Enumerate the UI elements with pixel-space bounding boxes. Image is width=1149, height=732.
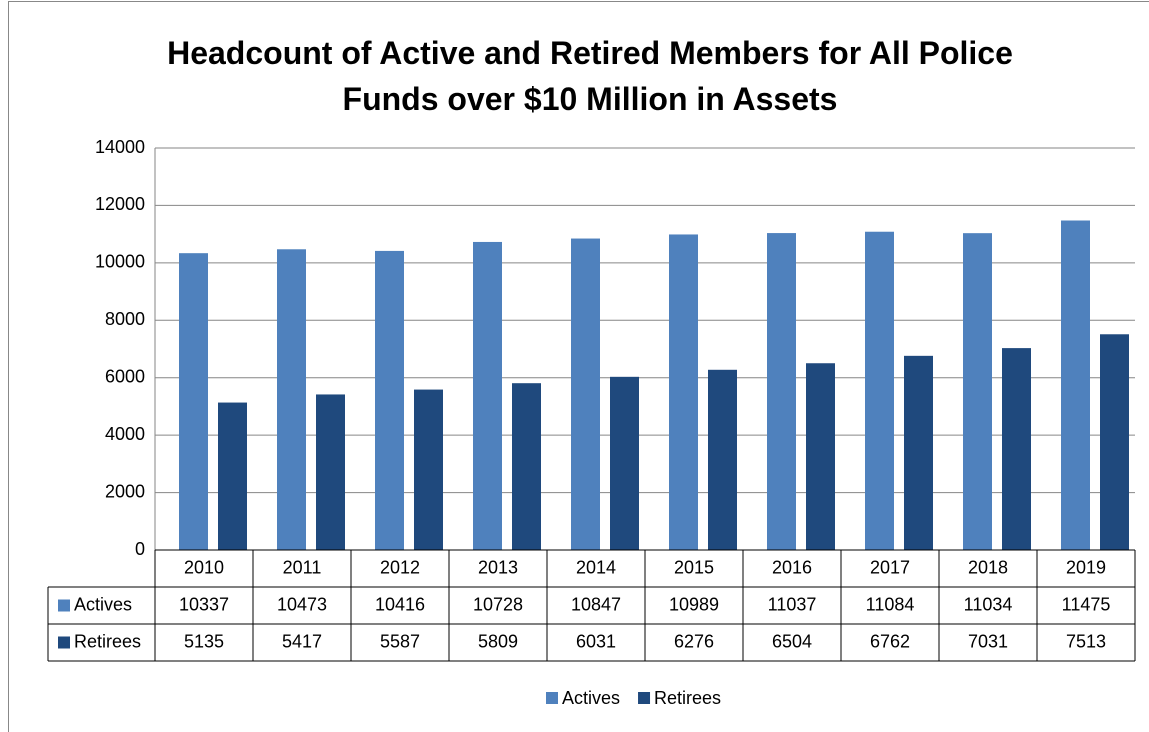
x-tick-label: 2012	[380, 557, 420, 577]
y-tick-label: 14000	[95, 137, 145, 157]
bar	[512, 383, 541, 550]
bar	[1100, 334, 1129, 550]
table-cell: 10473	[277, 594, 327, 614]
table-cell: 6276	[674, 631, 714, 651]
bar	[414, 389, 443, 550]
bar	[904, 355, 933, 550]
x-tick-label: 2019	[1066, 557, 1106, 577]
table-cell: 5135	[184, 631, 224, 651]
table-cell: 10728	[473, 594, 523, 614]
bar	[610, 376, 639, 550]
table-legend-key	[58, 599, 70, 612]
table-cell: 6504	[772, 631, 812, 651]
table-cell: 5587	[380, 631, 420, 651]
bar	[277, 249, 306, 551]
x-tick-label: 2011	[283, 557, 322, 577]
y-tick-label: 6000	[105, 366, 145, 386]
bar	[571, 238, 600, 551]
x-tick-label: 2015	[674, 557, 714, 577]
table-cell: 10337	[179, 594, 229, 614]
legend-label: Retirees	[654, 688, 721, 708]
table-cell: 11084	[866, 594, 915, 614]
table-cell: 6031	[576, 631, 616, 651]
y-tick-label: 4000	[105, 424, 145, 444]
table-cell: 6762	[870, 631, 910, 651]
bar	[767, 233, 796, 550]
x-tick-label: 2016	[772, 557, 812, 577]
bar	[218, 402, 247, 550]
x-tick-label: 2017	[870, 557, 910, 577]
bar	[669, 234, 698, 550]
table-legend-key	[58, 636, 70, 649]
table-cell: 10416	[375, 594, 425, 614]
bar	[708, 369, 737, 550]
table-cell: 11034	[964, 594, 1013, 614]
y-tick-label: 8000	[105, 309, 145, 329]
bar	[865, 231, 894, 551]
table-cell: 7031	[968, 631, 1008, 651]
bar	[1002, 348, 1031, 550]
table-cell: 10847	[571, 594, 621, 614]
x-tick-label: 2010	[184, 557, 224, 577]
table-cell: 11037	[768, 594, 817, 614]
bar	[806, 363, 835, 550]
y-tick-label: 0	[135, 539, 145, 559]
bar	[316, 394, 345, 550]
bar	[963, 233, 992, 550]
table-cell: 10989	[669, 594, 719, 614]
table-cell: 5417	[282, 631, 322, 651]
legend-key	[638, 692, 651, 704]
chart-title: Headcount of Active and Retired Members …	[167, 35, 1013, 117]
x-tick-label: 2013	[478, 557, 518, 577]
x-tick-label: 2018	[968, 557, 1008, 577]
table-row-label: Actives	[74, 594, 132, 614]
y-tick-label: 12000	[95, 194, 145, 214]
y-tick-label: 10000	[95, 252, 145, 272]
table-cell: 11475	[1062, 594, 1111, 614]
x-tick-label: 2014	[576, 557, 616, 577]
chart-border	[8, 1, 1149, 732]
table-cell: 5809	[478, 631, 518, 651]
bar	[1061, 220, 1090, 550]
y-tick-label: 2000	[105, 481, 145, 501]
bar	[179, 253, 208, 551]
bar	[473, 241, 502, 551]
legend-key	[546, 692, 558, 704]
legend-label: Actives	[562, 688, 620, 708]
bar	[375, 250, 404, 551]
table-row-label: Retirees	[74, 631, 141, 651]
table-cell: 7513	[1066, 631, 1106, 651]
